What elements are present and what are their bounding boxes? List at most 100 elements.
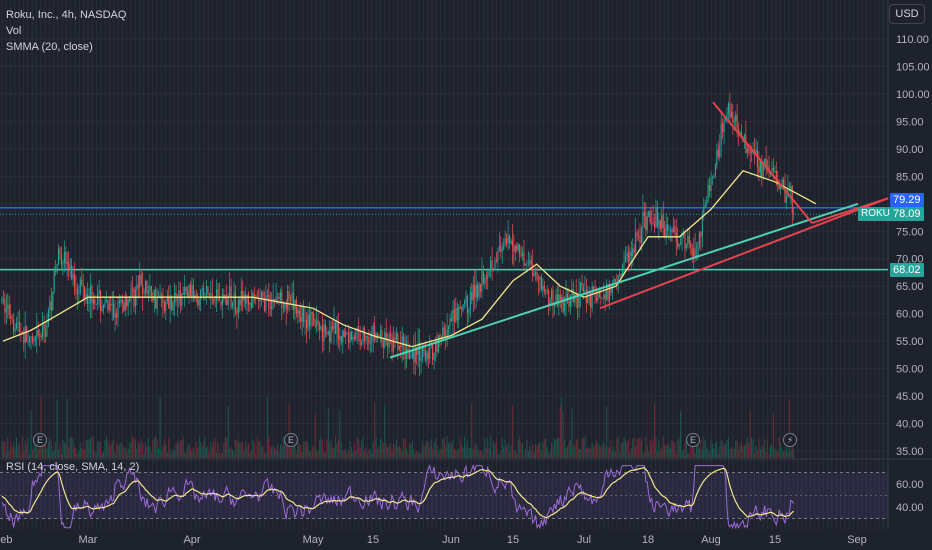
- volume-bar: [669, 448, 671, 458]
- candle-body: [600, 296, 602, 299]
- volume-bar: [430, 438, 432, 458]
- earnings-icon[interactable]: E: [284, 433, 298, 447]
- volume-bar: [429, 447, 431, 458]
- candle-body: [661, 214, 663, 230]
- candle-body: [97, 293, 99, 305]
- candle-body: [323, 324, 325, 342]
- volume-bar: [239, 442, 241, 458]
- price-tick-label: 95.00: [896, 116, 924, 128]
- candle-body: [100, 290, 102, 311]
- candle-body: [587, 291, 589, 303]
- earnings-icon[interactable]: E: [686, 433, 700, 447]
- candle-body: [713, 174, 715, 178]
- volume-bar: [436, 445, 438, 458]
- volume-bar: [745, 442, 747, 458]
- candle-body: [117, 300, 119, 318]
- candle-body: [203, 288, 205, 296]
- candle-body: [116, 313, 118, 318]
- volume-bar: [709, 452, 711, 458]
- earnings-icon[interactable]: E: [33, 433, 47, 447]
- volume-indicator-label[interactable]: Vol: [6, 25, 22, 37]
- time-tick-label: 15: [769, 534, 781, 546]
- candle-body: [288, 291, 290, 300]
- candle-body: [261, 292, 263, 299]
- candle-body: [642, 212, 644, 229]
- volume-bar: [132, 436, 133, 458]
- candle-body: [187, 290, 189, 297]
- volume-bar: [69, 436, 71, 458]
- volume-bar: [474, 445, 476, 458]
- volume-bar: [252, 439, 254, 458]
- candle-body: [727, 103, 729, 113]
- volume-bar: [742, 446, 744, 458]
- volume-bar: [526, 439, 528, 458]
- volume-bar: [17, 444, 19, 458]
- volume-bar: [217, 442, 219, 458]
- volume-bar: [540, 449, 542, 458]
- volume-bar: [253, 441, 255, 458]
- volume-bar: [277, 444, 278, 458]
- volume-bar: [337, 439, 339, 458]
- candle-body: [217, 289, 219, 296]
- candle-body: [66, 262, 68, 264]
- volume-bar: [643, 452, 645, 458]
- volume-bar: [326, 439, 328, 458]
- volume-bar: [197, 447, 199, 458]
- candle-body: [421, 345, 424, 358]
- price-tick-label: 55.00: [896, 336, 924, 348]
- candle-body: [121, 299, 123, 303]
- candle-body: [317, 320, 319, 324]
- volume-bar: [549, 452, 551, 458]
- candle-body: [558, 294, 560, 306]
- volume-bar: [250, 449, 252, 458]
- volume-bar: [117, 445, 119, 458]
- volume-bar: [213, 441, 215, 458]
- candle-body: [44, 330, 47, 337]
- candle-body: [638, 235, 640, 237]
- volume-bar: [420, 453, 422, 458]
- candle-body: [176, 300, 178, 302]
- candle-body: [494, 260, 496, 269]
- volume-bar: [59, 443, 61, 458]
- currency-button[interactable]: USD: [889, 4, 925, 24]
- volume-bar: [535, 444, 537, 458]
- volume-bar: [342, 450, 344, 458]
- rsi-indicator-label[interactable]: RSI (14, close, SMA, 14, 2): [6, 461, 140, 473]
- volume-bar: [693, 436, 695, 458]
- candle-body: [62, 262, 64, 265]
- volume-bar: [488, 448, 490, 458]
- candle-body: [725, 119, 727, 122]
- symbol-title[interactable]: Roku, Inc., 4h, NASDAQ: [6, 9, 127, 21]
- volume-bar: [652, 439, 654, 458]
- volume-bar: [220, 453, 222, 458]
- candle-body: [353, 336, 355, 340]
- candle-body: [95, 304, 97, 305]
- candle-body: [68, 262, 70, 270]
- volume-bar: [290, 448, 292, 458]
- volume-bar: [442, 438, 444, 458]
- candle-body: [65, 251, 67, 264]
- volume-bar: [191, 451, 193, 458]
- volume-bar: [509, 452, 510, 458]
- volume-bar: [626, 442, 628, 458]
- candle-body: [414, 347, 416, 363]
- volume-bar: [413, 449, 415, 458]
- lightning-icon[interactable]: ⚡: [783, 433, 797, 447]
- volume-bar: [142, 443, 144, 458]
- candle-body: [510, 240, 512, 244]
- volume-bar: [47, 442, 49, 458]
- candle-body: [406, 348, 408, 359]
- volume-bar: [552, 444, 554, 458]
- volume-bar: [361, 440, 363, 458]
- candle-body: [37, 330, 39, 336]
- smma-indicator-label[interactable]: SMMA (20, close): [6, 41, 93, 53]
- candle-body: [568, 300, 570, 308]
- candle-body: [127, 299, 129, 307]
- candle-body: [218, 295, 221, 301]
- volume-bar: [520, 442, 522, 458]
- volume-bar: [403, 438, 405, 458]
- time-tick-label: Apr: [183, 534, 200, 546]
- volume-bar: [448, 443, 450, 458]
